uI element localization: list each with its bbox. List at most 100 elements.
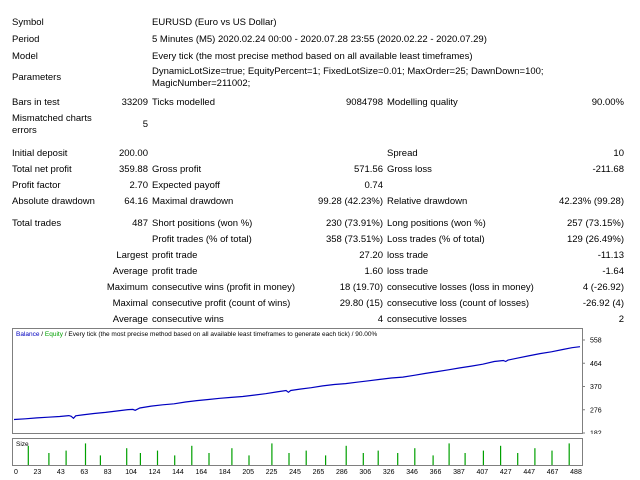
y-tick-label: 464 bbox=[590, 361, 602, 368]
relative-drawdown-value: 42.23% (99.28) bbox=[559, 196, 624, 207]
size-bar bbox=[534, 448, 536, 465]
size-bar bbox=[65, 450, 67, 465]
legend-balance: Balance bbox=[16, 331, 40, 338]
max-consecutive-wins-label: consecutive wins (profit in money) bbox=[152, 282, 296, 293]
x-tick-label: 326 bbox=[383, 469, 395, 476]
size-bar bbox=[248, 455, 250, 465]
size-bar bbox=[48, 453, 50, 465]
x-tick-label: 205 bbox=[242, 469, 254, 476]
short-positions-label: Short positions (won %) bbox=[152, 218, 253, 229]
maximal-drawdown-value: 99.28 (42.23%) bbox=[318, 196, 383, 207]
x-axis: 0 23 43 63 83 104 124 144 164 184 205 225 245 265 286 3… bbox=[14, 469, 582, 476]
parameters-line-1: DynamicLotSize=true; EquityPercent=1; Fi… bbox=[152, 66, 544, 77]
long-positions-value: 257 (73.15%) bbox=[566, 218, 624, 229]
parameters-line-2: MagicNumber=211002; bbox=[152, 78, 251, 89]
model-label: Model bbox=[12, 51, 38, 62]
largest-loss-label: loss trade bbox=[387, 250, 429, 261]
x-tick-label: 265 bbox=[313, 469, 325, 476]
average-consecutive-wins-label: consecutive wins bbox=[152, 314, 224, 325]
model-value: Every tick (the most precise method base… bbox=[152, 51, 473, 62]
maximal-consecutive-profit-value: 29.80 (15) bbox=[339, 298, 383, 309]
chart-legend: Balance / Equity / Every tick (the most … bbox=[16, 331, 378, 338]
x-tick-label: 124 bbox=[149, 469, 161, 476]
x-tick-label: 63 bbox=[80, 469, 88, 476]
mismatch-value: 5 bbox=[142, 119, 148, 130]
bars-label: Bars in test bbox=[12, 97, 60, 108]
x-tick-label: 184 bbox=[219, 469, 231, 476]
largest-label: Largest bbox=[116, 250, 148, 261]
x-tick-label: 225 bbox=[266, 469, 278, 476]
total-trades-label: Total trades bbox=[12, 218, 62, 229]
balance-chart-frame bbox=[12, 328, 583, 434]
period-value: 5 Minutes (M5) 2020.02.24 00:00 - 2020.0… bbox=[152, 34, 487, 45]
size-bar bbox=[305, 450, 307, 465]
average-consecutive-label: Average bbox=[112, 314, 148, 325]
x-tick-label: 387 bbox=[453, 469, 465, 476]
size-bar bbox=[174, 455, 176, 465]
size-bar bbox=[231, 448, 233, 465]
maximal-drawdown-label: Maximal drawdown bbox=[152, 196, 234, 207]
size-label: Size bbox=[16, 441, 29, 448]
profit-factor-label: Profit factor bbox=[12, 180, 61, 191]
x-axis-ticks: 0 23 43 63 83 104 124 144 164 184 205 225 245 265 286 3… bbox=[14, 469, 582, 476]
quality-label: Modelling quality bbox=[387, 97, 458, 108]
period-label: Period bbox=[12, 34, 40, 45]
size-bar bbox=[191, 445, 193, 465]
gross-loss-label: Gross loss bbox=[387, 164, 432, 175]
expected-payoff-value: 0.74 bbox=[364, 180, 384, 191]
size-bar bbox=[432, 455, 434, 465]
size-bar bbox=[345, 445, 347, 465]
maximum-label: Maximum bbox=[106, 282, 148, 293]
size-bar bbox=[362, 453, 364, 465]
x-tick-label: 467 bbox=[547, 469, 559, 476]
size-bar bbox=[377, 450, 379, 465]
spread-value: 10 bbox=[613, 148, 624, 159]
expected-payoff-label: Expected payoff bbox=[152, 180, 220, 191]
x-tick-label: 306 bbox=[359, 469, 371, 476]
initial-deposit-label: Initial deposit bbox=[12, 148, 68, 159]
x-tick-label: 83 bbox=[104, 469, 112, 476]
size-bar bbox=[482, 450, 484, 465]
gross-profit-label: Gross profit bbox=[152, 164, 202, 175]
max-consecutive-losses-label: consecutive losses (loss in money) bbox=[387, 282, 534, 293]
maximal-consecutive-loss-value: -26.92 (4) bbox=[582, 298, 624, 309]
profit-trades-label: Profit trades (% of total) bbox=[152, 234, 252, 245]
total-trades-value: 487 bbox=[132, 218, 148, 229]
size-chart-frame bbox=[12, 438, 583, 466]
average-profit-label: profit trade bbox=[152, 266, 198, 277]
x-tick-label: 43 bbox=[57, 469, 65, 476]
absolute-drawdown-label: Absolute drawdown bbox=[12, 196, 95, 207]
x-tick-label: 447 bbox=[523, 469, 535, 476]
y-tick-label: 370 bbox=[590, 384, 602, 391]
mismatch-label-1: Mismatched charts bbox=[12, 113, 92, 124]
average-profit-value: 1.60 bbox=[364, 266, 384, 277]
largest-profit-label: profit trade bbox=[152, 250, 198, 261]
initial-deposit-value: 200.00 bbox=[118, 148, 148, 159]
gross-loss-value: -211.68 bbox=[592, 164, 624, 175]
x-tick-label: 286 bbox=[336, 469, 348, 476]
balance-line bbox=[13, 346, 581, 421]
x-tick-label: 366 bbox=[430, 469, 442, 476]
size-bar bbox=[551, 450, 553, 465]
y-axis-ticks: 558 464 370 276 182 bbox=[582, 338, 602, 435]
mismatch-label-2: errors bbox=[12, 125, 37, 136]
y-tick-label: 276 bbox=[590, 407, 602, 414]
symbol-value: EURUSD (Euro vs US Dollar) bbox=[152, 17, 277, 28]
x-tick-label: 245 bbox=[289, 469, 301, 476]
profit-factor-value: 2.70 bbox=[129, 180, 149, 191]
size-bar bbox=[208, 453, 210, 465]
size-bar bbox=[448, 443, 450, 465]
size-bar bbox=[126, 448, 128, 465]
max-consecutive-losses-value: 4 (-26.92) bbox=[582, 282, 624, 293]
ticks-value: 9084798 bbox=[346, 97, 383, 108]
spread-label: Spread bbox=[387, 148, 418, 159]
y-tick-label: 182 bbox=[590, 431, 602, 435]
size-chart: Size bbox=[12, 438, 583, 466]
x-tick-label: 164 bbox=[195, 469, 207, 476]
size-bar bbox=[139, 453, 141, 465]
average-loss-value: -1.64 bbox=[602, 266, 624, 277]
loss-trades-label: Loss trades (% of total) bbox=[387, 234, 485, 245]
size-bar bbox=[568, 443, 570, 465]
x-tick-label: 0 bbox=[14, 469, 18, 476]
legend-equity: Equity bbox=[45, 331, 64, 338]
